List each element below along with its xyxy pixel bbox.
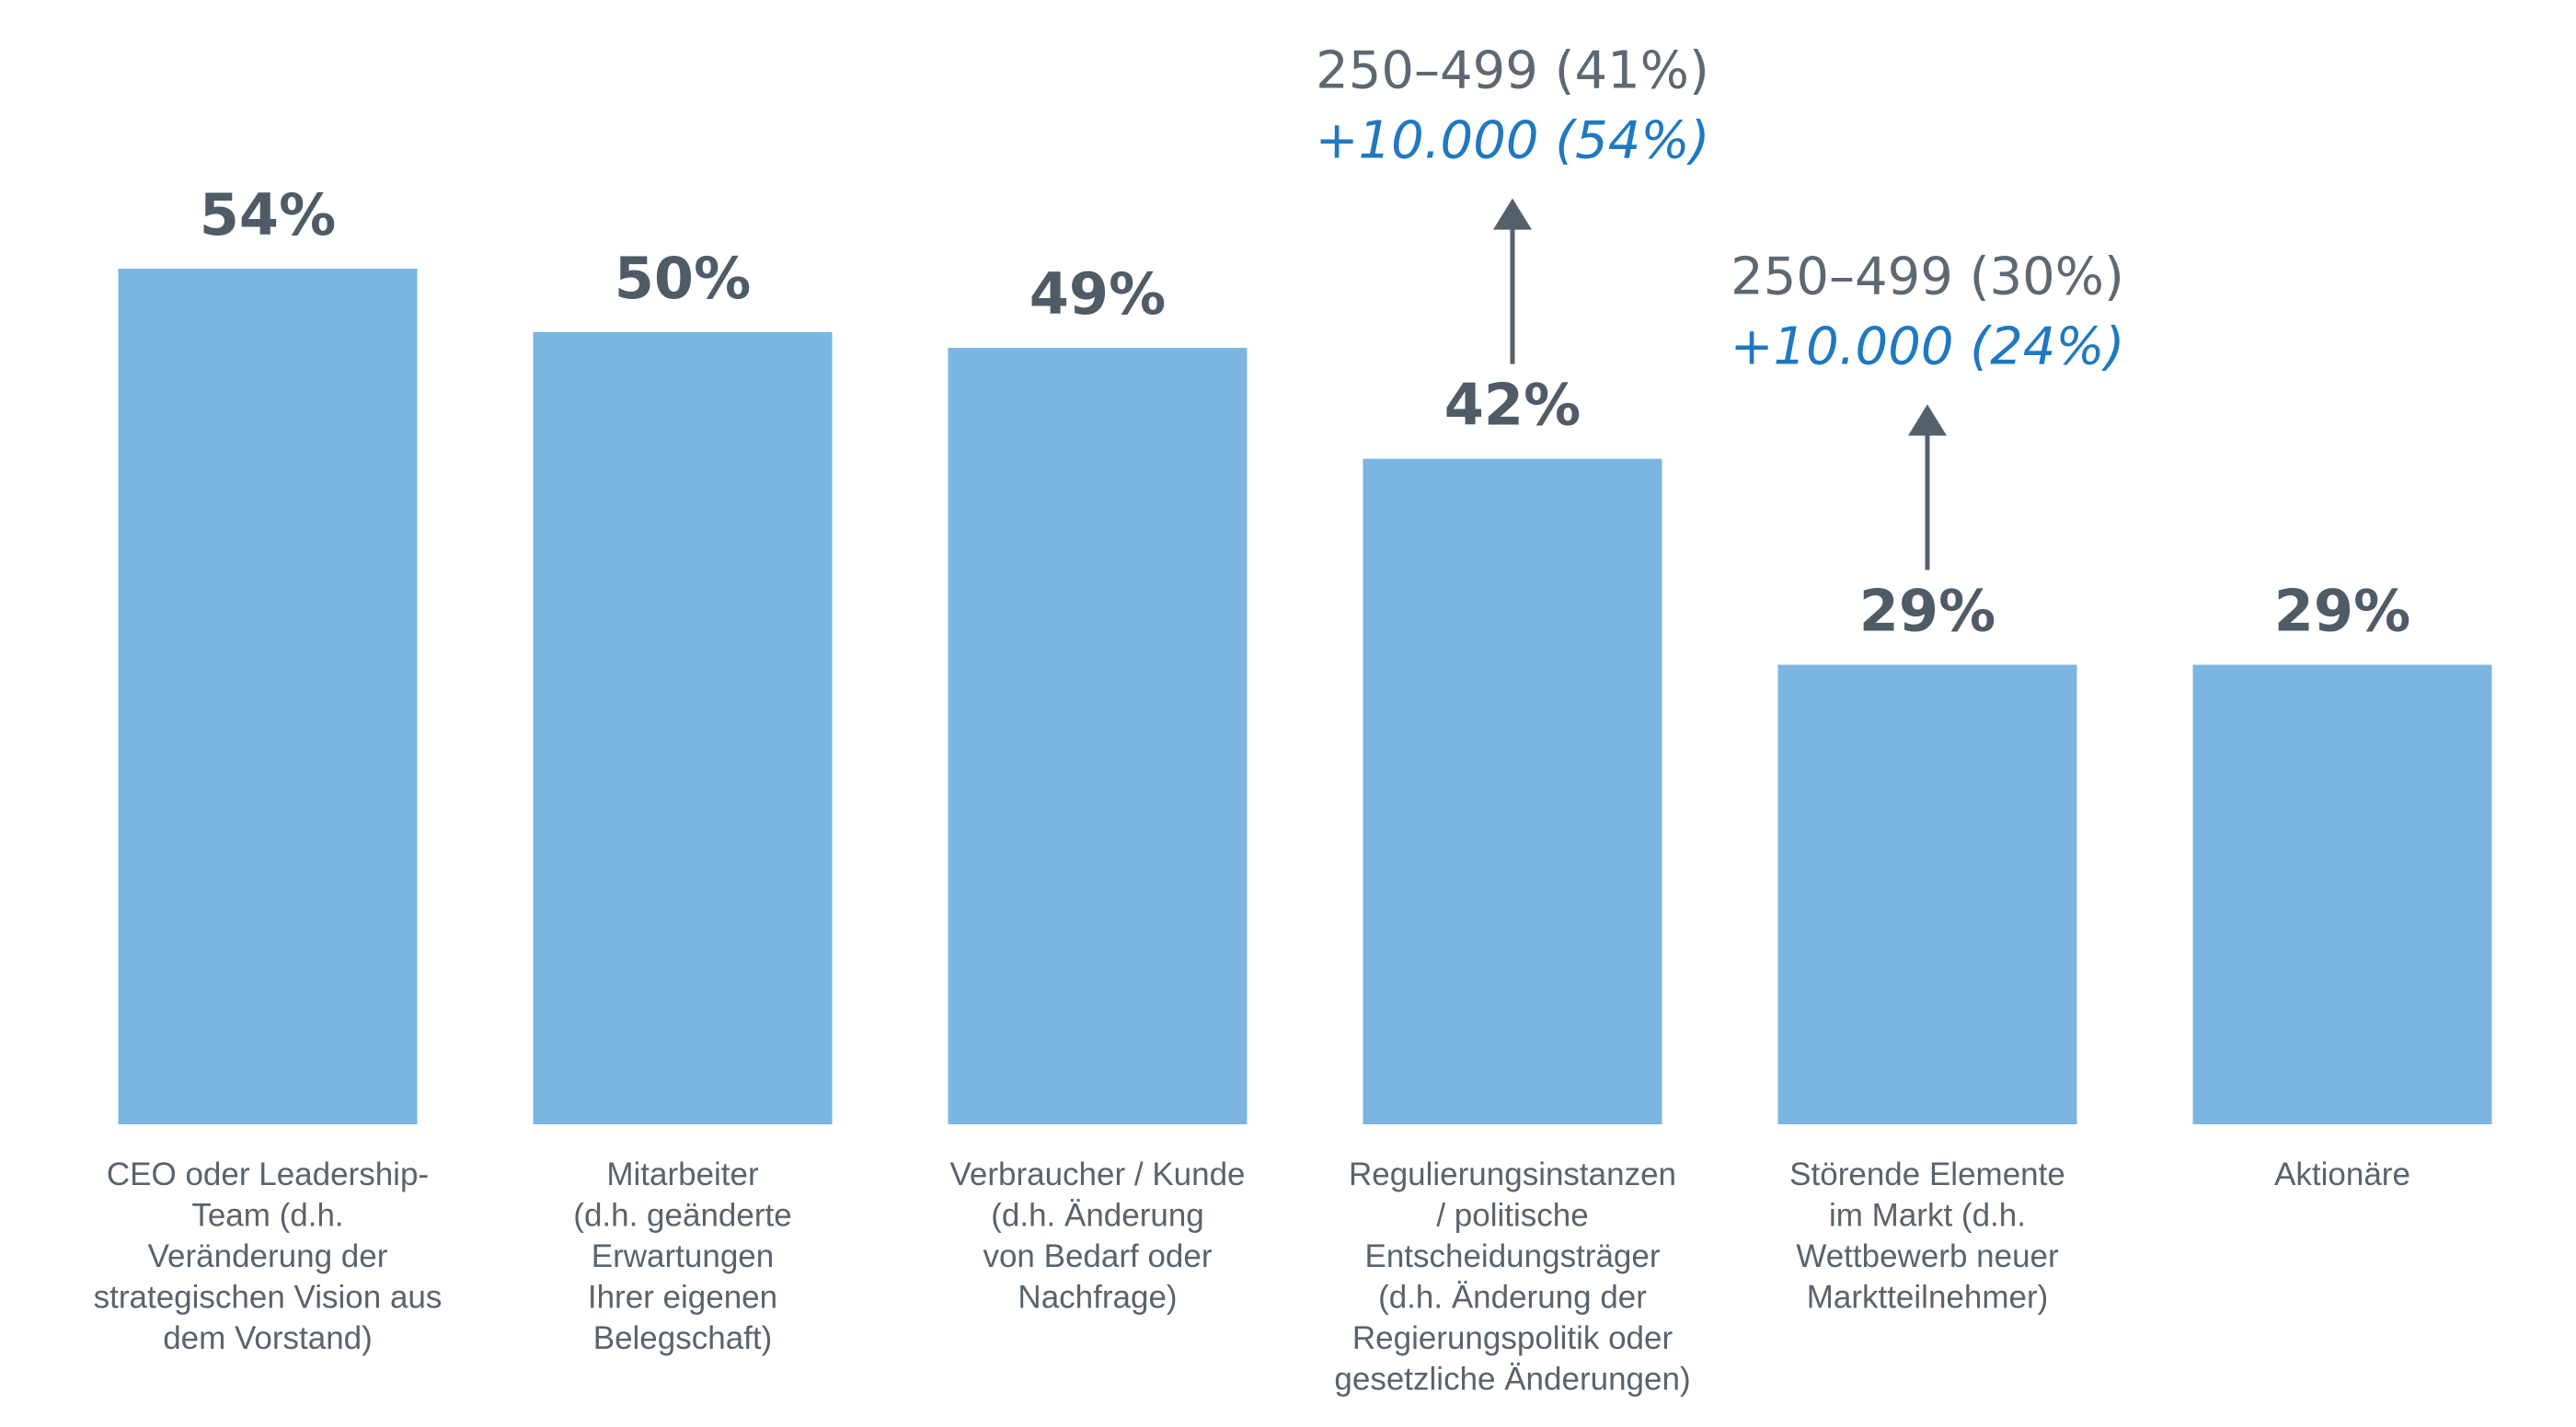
category-label-line: strategischen Vision aus xyxy=(94,1280,443,1316)
bar-4 xyxy=(1363,458,1662,1125)
category-label-line: Wettbewerb neuer xyxy=(1796,1238,2059,1274)
bar-value-label: 42% xyxy=(1444,372,1581,439)
category-label-6: Aktionäre xyxy=(2274,1157,2410,1192)
category-label-3: Verbraucher / Kunde (d.h. Änderung von Bed… xyxy=(949,1157,1245,1316)
arrow-up-icon xyxy=(1493,198,1532,230)
bar-value-label: 29% xyxy=(2274,578,2410,645)
category-label-5: Störende Elemente im Markt (d.h. Wettbewer… xyxy=(1789,1157,2065,1316)
category-label-line: / politische xyxy=(1436,1198,1588,1234)
bar-value-label: 50% xyxy=(615,245,751,312)
annotation-text: 250–499 (30%) xyxy=(1731,247,2124,307)
category-label-line: Regierungspolitik oder xyxy=(1352,1320,1673,1356)
annotation-highlight-text: +10.000 (54%) xyxy=(1316,111,1710,171)
category-label-line: CEO oder Leadership- xyxy=(107,1157,429,1192)
category-label-line: Team (d.h. xyxy=(191,1198,343,1234)
bar-5 xyxy=(1777,664,2077,1124)
bar-3 xyxy=(948,348,1248,1125)
category-label-4: Regulierungsinstanzen / politische Entsche… xyxy=(1334,1157,1690,1398)
category-label-line: Störende Elemente xyxy=(1789,1157,2065,1192)
category-label-line: von Bedarf oder xyxy=(983,1238,1212,1274)
category-label-line: (d.h. Änderung xyxy=(991,1198,1204,1234)
category-label-line: Entscheidungsträger xyxy=(1364,1238,1660,1274)
bar-value-label: 49% xyxy=(1029,260,1166,328)
category-label-line: Ihrer eigenen xyxy=(588,1280,777,1316)
annotation-highlight-text: +10.000 (24%) xyxy=(1731,317,2125,377)
category-label-line: Regulierungsinstanzen xyxy=(1349,1157,1676,1192)
category-label-1: CEO oder Leadership- Team (d.h. Veränderun… xyxy=(94,1157,443,1356)
annotation-2: 250–499 (30%) +10.000 (24%) xyxy=(1731,247,2125,570)
category-label-line: Belegschaft) xyxy=(593,1320,773,1356)
category-label-line: Erwartungen xyxy=(592,1238,774,1274)
bar-2 xyxy=(533,331,833,1124)
bar-value-label: 54% xyxy=(200,181,336,248)
bar-1 xyxy=(118,269,418,1124)
category-label-line: Mitarbeiter xyxy=(606,1157,759,1192)
category-label-line: dem Vorstand) xyxy=(163,1320,373,1356)
category-label-line: (d.h. Änderung der xyxy=(1378,1280,1647,1316)
category-label-line: gesetzliche Änderungen) xyxy=(1334,1362,1690,1398)
annotation-text: 250–499 (41%) xyxy=(1316,41,1709,101)
category-label-line: (d.h. geänderte xyxy=(573,1198,791,1234)
bar-6 xyxy=(2192,664,2492,1124)
category-label-line: Aktionäre xyxy=(2274,1157,2410,1192)
category-label-line: Marktteilnehmer) xyxy=(1807,1280,2049,1316)
annotation-1: 250–499 (41%) +10.000 (54%) xyxy=(1316,41,1710,364)
category-label-line: Veränderung der xyxy=(148,1238,388,1274)
category-label-line: Nachfrage) xyxy=(1018,1280,1177,1316)
bar-value-label: 29% xyxy=(1859,578,1995,645)
arrow-up-icon xyxy=(1908,404,1947,436)
category-label-line: im Markt (d.h. xyxy=(1829,1198,2026,1234)
category-label-2: Mitarbeiter (d.h. geänderte Erwartungen Ihr… xyxy=(573,1157,791,1356)
category-label-line: Verbraucher / Kunde xyxy=(949,1157,1245,1192)
